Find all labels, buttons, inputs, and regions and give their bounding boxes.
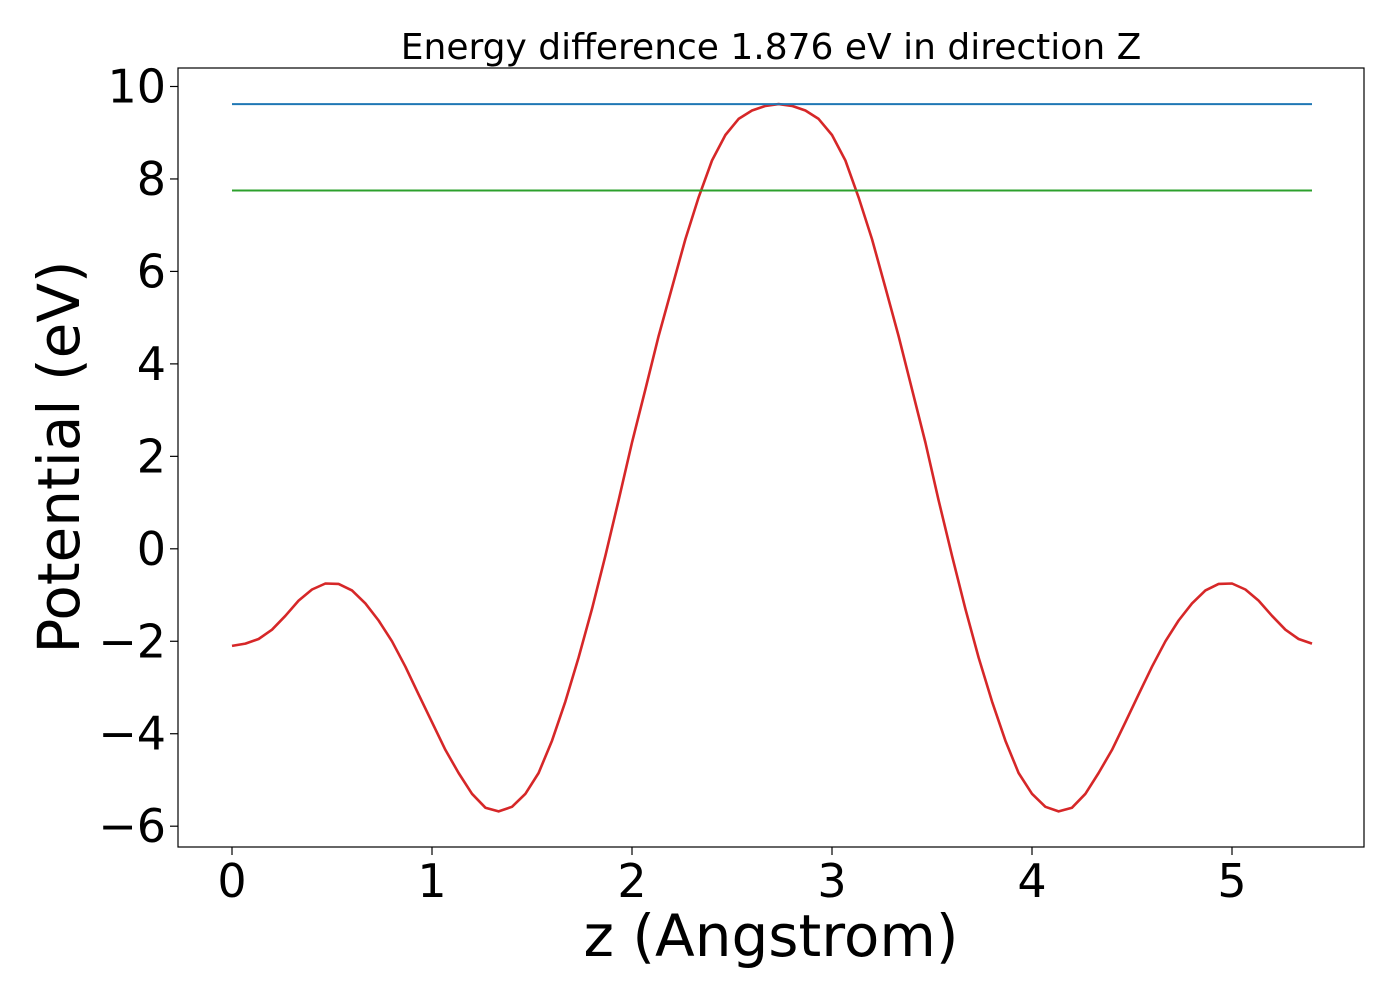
x-axis-ticks: 0 1 2 3 4 5 xyxy=(217,847,1247,908)
y-tick-label: 6 xyxy=(137,244,166,298)
x-tick-label: 4 xyxy=(1017,854,1046,908)
y-tick-label: −4 xyxy=(98,707,166,761)
chart-title: Energy difference 1.876 eV in direction … xyxy=(401,27,1142,68)
y-tick-label: −6 xyxy=(98,799,166,853)
x-axis-label: z (Angstrom) xyxy=(584,902,959,970)
x-tick-label: 5 xyxy=(1217,854,1246,908)
series-layer xyxy=(231,102,1313,813)
y-tick-label: −2 xyxy=(98,614,166,668)
plot-frame xyxy=(177,67,1365,848)
y-axis-ticks: −6 −4 −2 0 2 4 6 8 10 xyxy=(98,59,178,853)
y-tick-label: 2 xyxy=(137,429,166,483)
x-tick-label: 2 xyxy=(617,854,646,908)
x-tick-label: 1 xyxy=(417,854,446,908)
y-axis-label: Potential (eV) xyxy=(25,260,93,653)
y-tick-label: 8 xyxy=(137,152,166,206)
y-tick-label: 10 xyxy=(107,59,166,113)
x-tick-label: 0 xyxy=(217,854,246,908)
series-line-0 xyxy=(231,102,1313,813)
y-tick-label: 4 xyxy=(137,337,166,391)
y-tick-label: 0 xyxy=(137,522,166,576)
x-tick-label: 3 xyxy=(817,854,846,908)
